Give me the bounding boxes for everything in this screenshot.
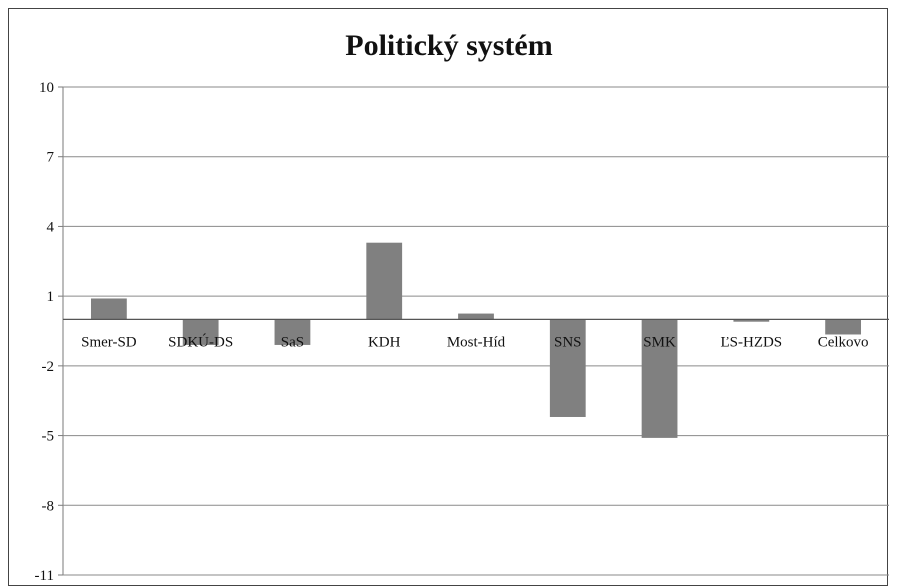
y-tick-label: -5: [42, 429, 55, 445]
bar-smk: [641, 319, 678, 438]
category-label: SNS: [554, 334, 582, 350]
y-tick-label: 1: [47, 289, 55, 305]
bars: [90, 242, 862, 438]
bar-celkovo: [825, 319, 862, 335]
y-tick-label: 7: [47, 150, 55, 166]
category-label: ĽS-HZDS: [720, 334, 782, 350]
category-label: Most-Híd: [447, 334, 506, 350]
bar-sns: [549, 319, 586, 417]
category-labels: Smer-SD SDKÚ-DS SaS KDH Most-Híd SNS SMK ĽS-HZD…: [81, 333, 868, 350]
category-label: KDH: [368, 334, 401, 350]
y-tick-label: 4: [47, 219, 55, 235]
chart-title: Politický systém: [345, 29, 552, 62]
y-tick-label: -11: [35, 568, 54, 584]
bar-ľs-hzds: [733, 319, 770, 322]
chart-frame: Politický systém 10 7 4 1 -2 -5 -8 -11 Smer-SD S…: [8, 8, 889, 586]
category-label: Celkovo: [818, 334, 869, 350]
y-tick-label: 10: [39, 80, 54, 96]
y-tick-label: -8: [42, 498, 55, 514]
gridlines: [62, 86, 889, 576]
category-label: SDKÚ-DS: [168, 333, 233, 350]
bar-sas: [274, 319, 311, 345]
category-label: SMK: [643, 334, 676, 350]
y-axis-ticks: 10 7 4 1 -2 -5 -8 -11: [35, 80, 63, 584]
bar-kdh: [366, 242, 403, 320]
y-tick-label: -2: [42, 359, 55, 375]
category-label: SaS: [281, 334, 304, 350]
bar-smer-sd: [90, 298, 127, 320]
bar-most-híd: [458, 313, 494, 320]
bar-sdkú-ds: [182, 319, 219, 345]
category-label: Smer-SD: [81, 334, 137, 350]
